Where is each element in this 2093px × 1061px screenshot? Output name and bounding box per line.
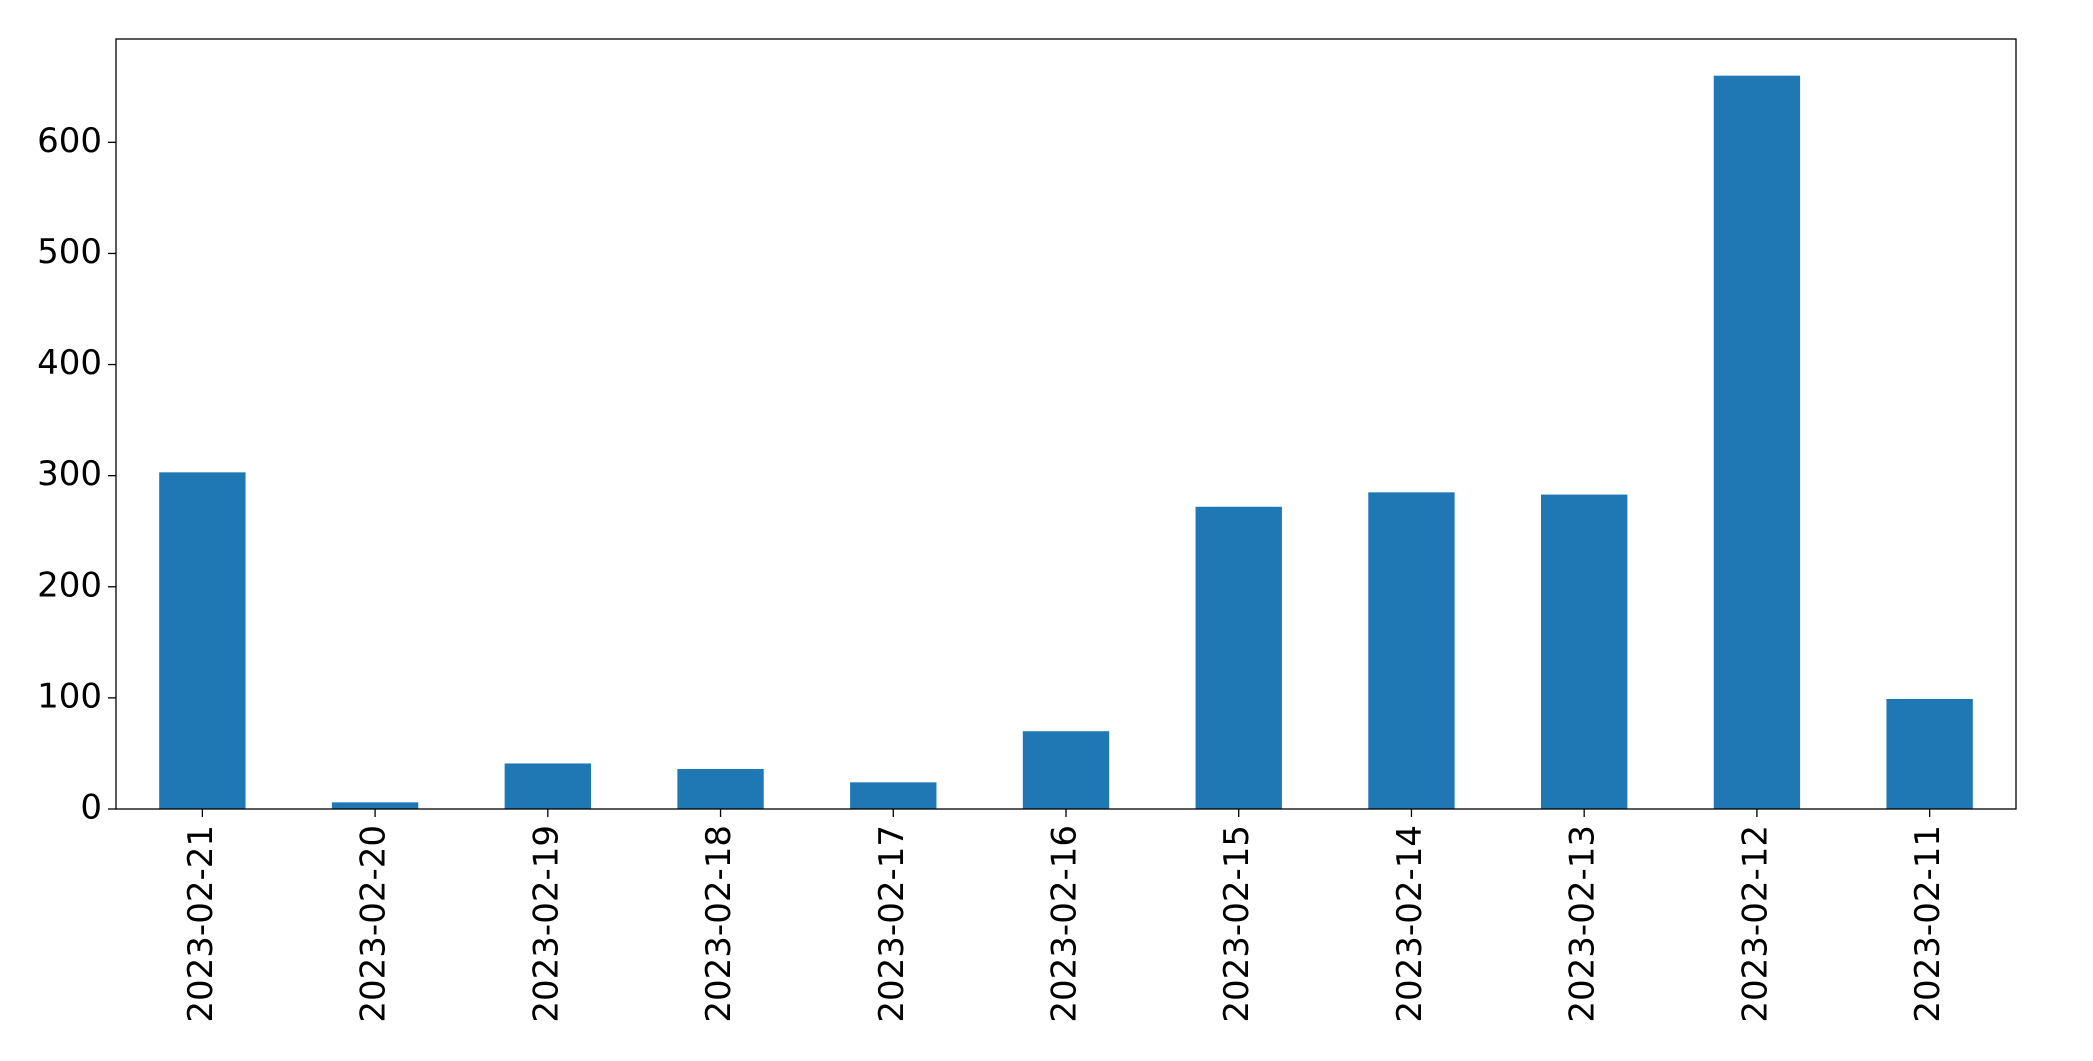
x-tick-label: 2023-02-20 xyxy=(354,825,394,1023)
x-tick-label: 2023-02-13 xyxy=(1563,825,1603,1023)
y-tick-label: 100 xyxy=(37,676,102,716)
bar xyxy=(677,769,764,809)
bar xyxy=(1713,75,1801,809)
x-tick-label: 2023-02-21 xyxy=(181,825,221,1023)
bar xyxy=(1195,506,1282,809)
y-tick-label: 300 xyxy=(37,454,102,494)
x-tick-label: 2023-02-14 xyxy=(1390,825,1430,1023)
x-tick-label: 2023-02-11 xyxy=(1908,825,1948,1023)
y-tick-label: 400 xyxy=(37,343,102,383)
bar xyxy=(1886,699,1973,809)
y-tick-label: 500 xyxy=(37,232,102,272)
x-tick-label: 2023-02-16 xyxy=(1045,825,1085,1023)
y-tick-label: 200 xyxy=(37,565,102,605)
x-tick-label: 2023-02-19 xyxy=(526,825,566,1023)
x-tick-label: 2023-02-12 xyxy=(1735,825,1775,1023)
bar xyxy=(159,472,246,809)
bar xyxy=(1022,731,1110,809)
bar xyxy=(1541,494,1628,809)
bar xyxy=(504,763,591,809)
plot-frame xyxy=(115,38,2017,810)
y-tick-label: 0 xyxy=(80,788,102,828)
bar xyxy=(850,782,937,809)
bar xyxy=(1368,492,1455,809)
bar xyxy=(331,802,419,809)
x-tick-label: 2023-02-18 xyxy=(699,825,739,1023)
x-tick-label: 2023-02-17 xyxy=(872,825,912,1023)
x-tick-label: 2023-02-15 xyxy=(1217,825,1257,1023)
y-tick-label: 600 xyxy=(37,121,102,161)
